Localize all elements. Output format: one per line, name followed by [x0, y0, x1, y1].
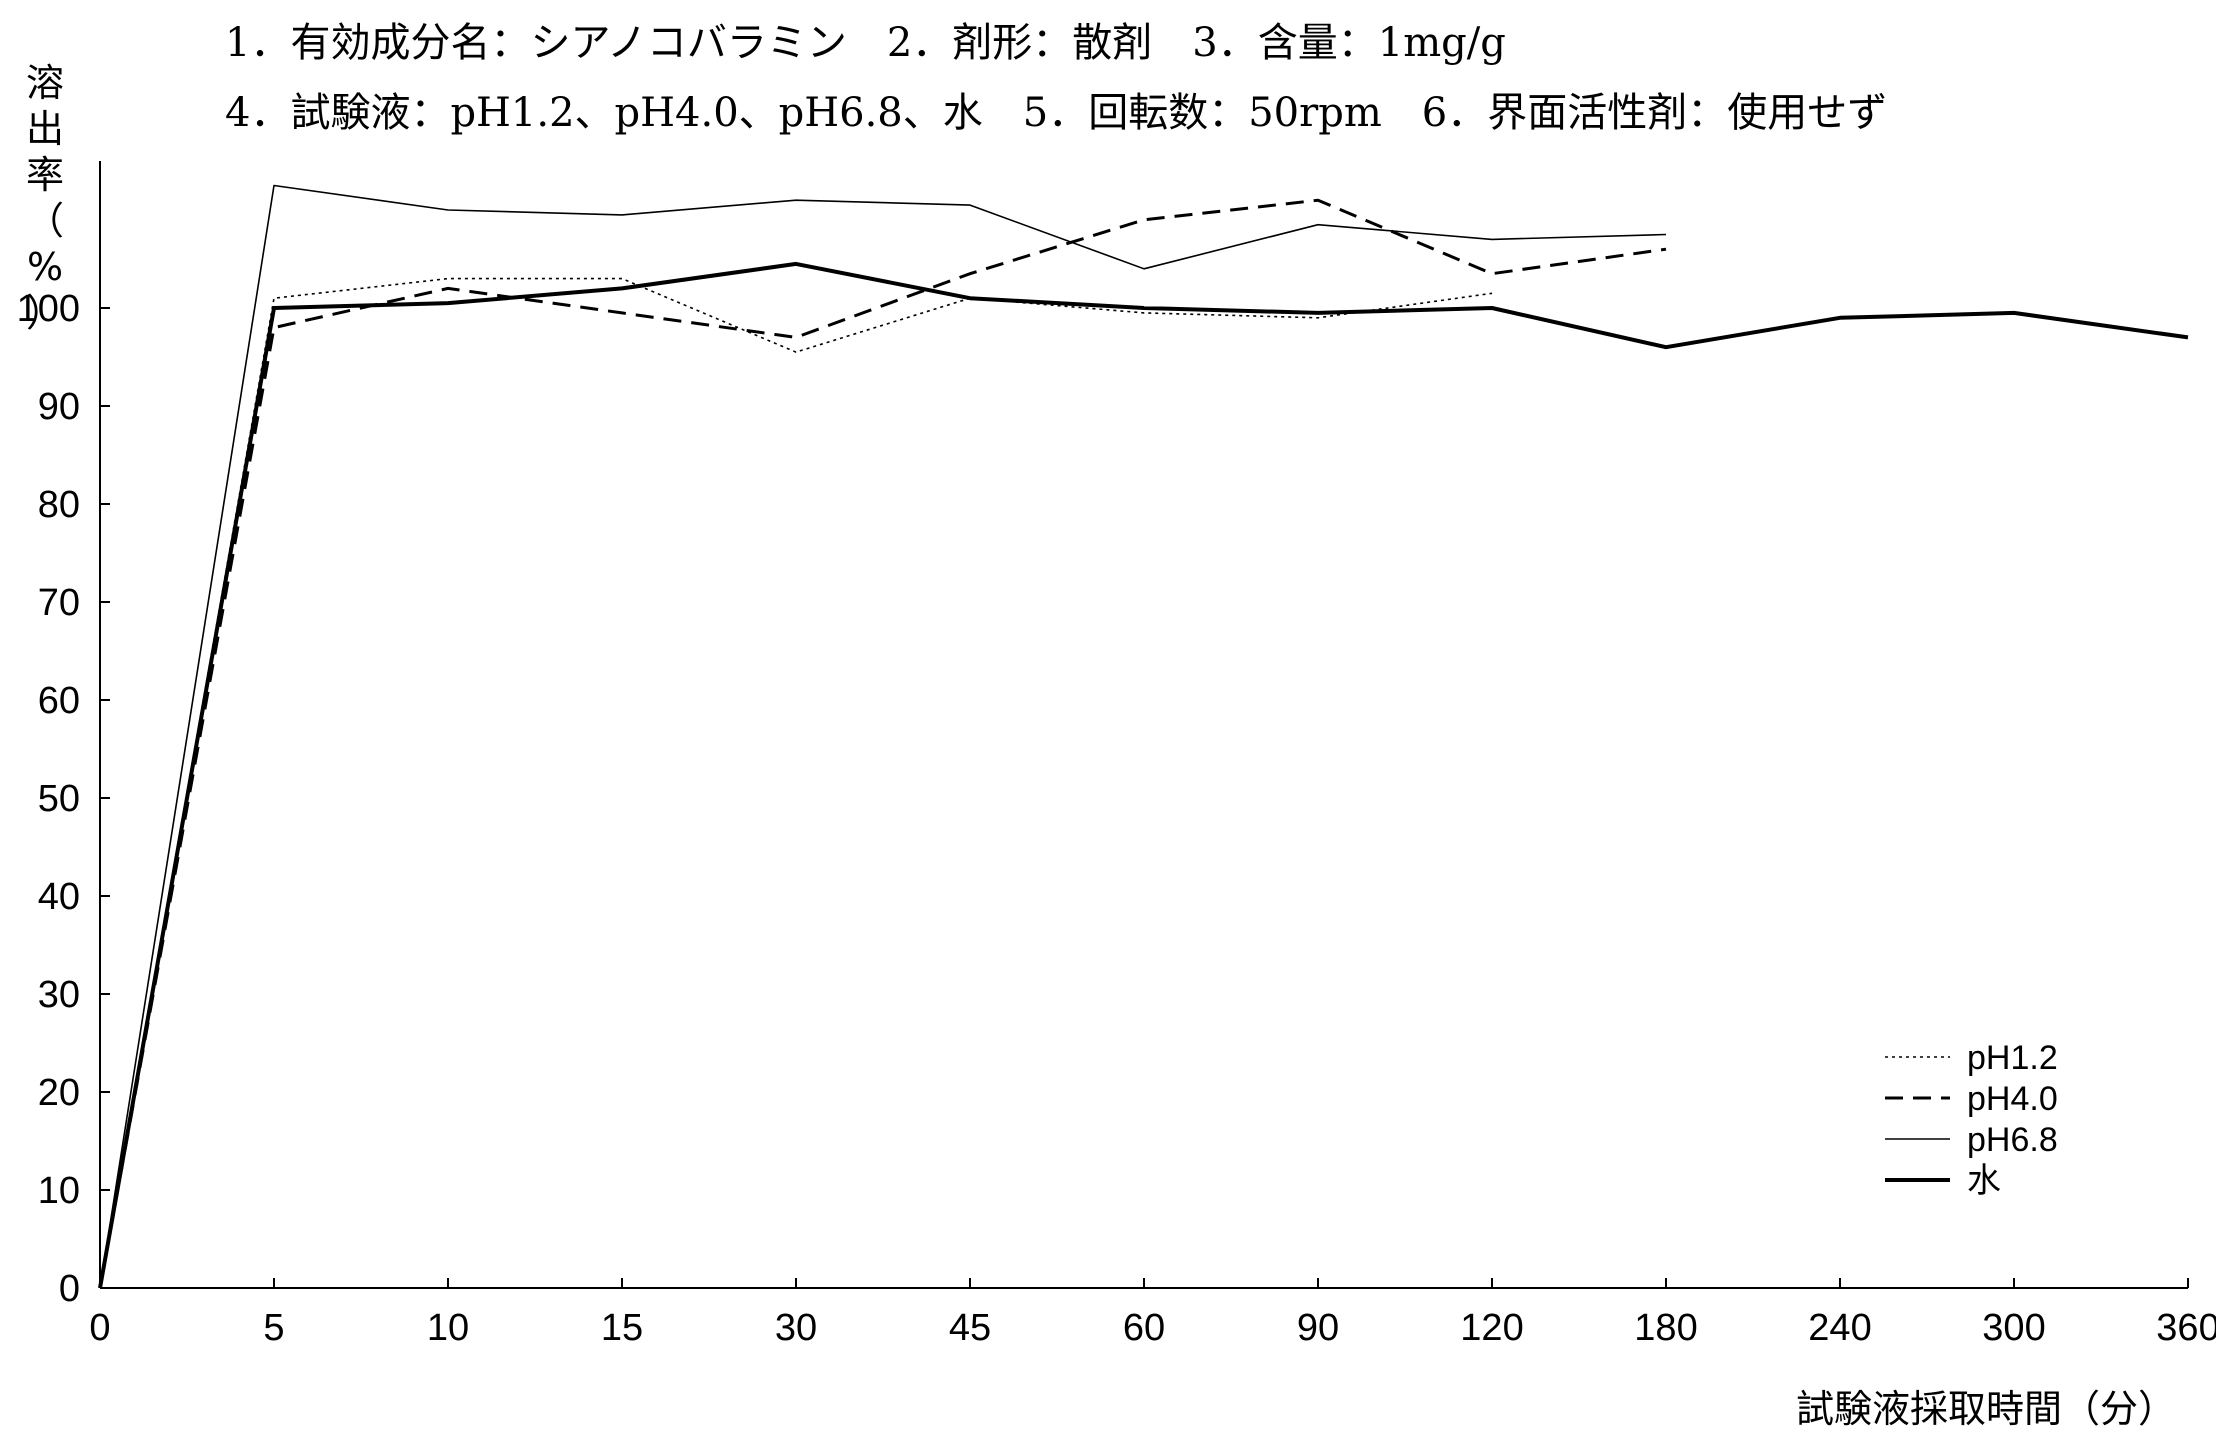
y-tick-label-70: 70: [38, 582, 80, 624]
y-axis-label-char-3: （: [25, 199, 64, 243]
x-tick-label-30: 30: [775, 1307, 817, 1349]
x-tick-label-180: 180: [1634, 1307, 1697, 1349]
y-axis-label-char-4: %: [26, 245, 64, 289]
y-tick-label-50: 50: [38, 778, 80, 820]
x-tick-label-240: 240: [1808, 1307, 1871, 1349]
legend-label-0: pH1.2: [1967, 1039, 2058, 1077]
series-line-0: [99, 277, 1493, 1289]
x-tick-label-15: 15: [601, 1307, 643, 1349]
header-line-2: 4．試験液：pH1.2、pH4.0、pH6.8、水 5．回転数：50rpm 6．…: [225, 90, 1888, 136]
x-tick-label-60: 60: [1123, 1307, 1165, 1349]
y-tick-label-0: 0: [59, 1268, 80, 1310]
x-tick-label-45: 45: [949, 1307, 991, 1349]
x-tick-label-360: 360: [2156, 1307, 2216, 1349]
legend-label-2: pH6.8: [1967, 1121, 2058, 1159]
series-lines: [98, 184, 2189, 1289]
x-tick-label-300: 300: [1982, 1307, 2045, 1349]
y-axis-label-char-2: 率: [25, 153, 64, 197]
y-axis-label-char-1: 出: [25, 107, 64, 151]
y-tick-label-80: 80: [38, 484, 80, 526]
y-axis-ticks: 0 10 20 30 40 50 60 70 80 90 100: [17, 288, 110, 1310]
y-axis-label-char-5: ）: [25, 291, 64, 335]
y-tick-label-10: 10: [38, 1170, 80, 1212]
y-tick-label-100: 100: [17, 288, 80, 330]
x-tick-label-10: 10: [427, 1307, 469, 1349]
x-tick-label-90: 90: [1297, 1307, 1339, 1349]
series-line-1: [98, 198, 1667, 1289]
legend-label-1: pH4.0: [1967, 1080, 2058, 1118]
y-tick-label-90: 90: [38, 386, 80, 428]
series-line-3: [98, 261, 2189, 1289]
header-line-1: 1．有効成分名：シアノコバラミン 2．剤形：散剤 3．含量：1mg/g: [225, 20, 1506, 66]
x-tick-label-120: 120: [1460, 1307, 1523, 1349]
y-tick-label-40: 40: [38, 876, 80, 918]
y-tick-label-60: 60: [38, 680, 80, 722]
x-tick-label-5: 5: [263, 1307, 284, 1349]
y-tick-label-30: 30: [38, 974, 80, 1016]
series-line-2: [99, 184, 1667, 1289]
x-axis-ticks: 0 5 10 15 30 45 60 90 120 180 240 300 360: [89, 1278, 2216, 1349]
y-axis-label-char-0: 溶: [25, 61, 64, 105]
x-tick-label-0: 0: [89, 1307, 110, 1349]
axes: [99, 161, 2188, 1289]
legend-label-3: 水: [1967, 1162, 2001, 1200]
y-tick-label-20: 20: [38, 1072, 80, 1114]
y-axis-label: 溶出率（%）: [20, 60, 70, 336]
